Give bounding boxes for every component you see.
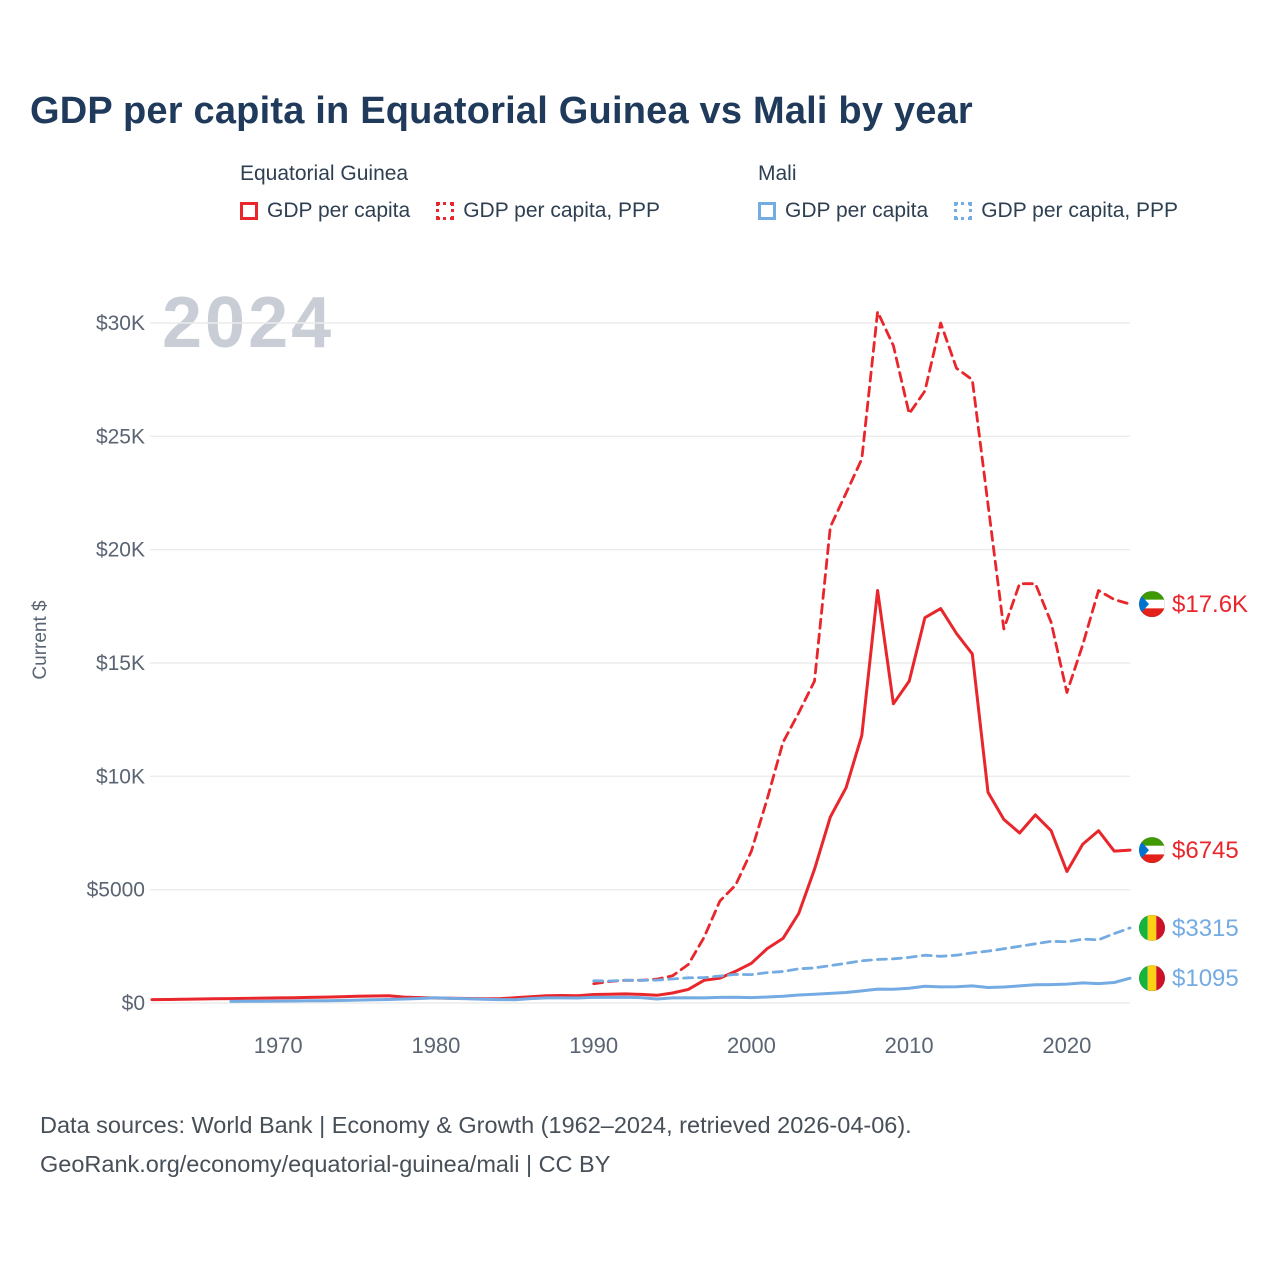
page-title: GDP per capita in Equatorial Guinea vs M… (30, 90, 973, 132)
y-tick-label: $20K (96, 539, 145, 562)
y-tick-label: $25K (96, 425, 145, 448)
end-value-label: $6745 (1172, 837, 1239, 864)
mali-flag-icon (1139, 914, 1165, 941)
y-tick-label: $10K (96, 765, 145, 788)
legend-items: GDP per capita GDP per capita, PPP (758, 199, 1178, 223)
x-tick-label: 2010 (885, 1033, 934, 1058)
legend-item-label: GDP per capita, PPP (463, 199, 661, 222)
series-line (592, 310, 1132, 986)
legend-items: GDP per capita GDP per capita, PPP (240, 199, 660, 223)
series-line (150, 589, 1132, 1002)
legend-item-eg-gdp-ppp[interactable]: GDP per capita, PPP (436, 199, 660, 223)
x-tick-label: 1980 (411, 1033, 460, 1058)
legend-item-label: GDP per capita (267, 199, 411, 222)
x-tick-label: 1970 (254, 1033, 303, 1058)
x-tick-label: 2000 (727, 1033, 776, 1058)
legend-item-label: GDP per capita, PPP (981, 199, 1179, 222)
legend-group-title: Mali (758, 162, 797, 185)
footer: Data sources: World Bank | Economy & Gro… (40, 1106, 912, 1184)
footer-data-sources: Data sources: World Bank | Economy & Gro… (40, 1112, 912, 1138)
legend-item-mali-gdp[interactable]: GDP per capita (758, 199, 928, 223)
legend-swatch-blue-solid-icon (758, 202, 776, 220)
y-axis-title: Current $ (30, 600, 51, 680)
y-tick-label: $30K (96, 312, 145, 335)
equatorial-guinea-flag-icon (1139, 591, 1165, 618)
series-line (592, 926, 1132, 983)
x-tick-label: 1990 (569, 1033, 618, 1058)
legend-swatch-red-solid-icon (240, 202, 258, 220)
series-line (229, 976, 1132, 1003)
x-tick-label: 2020 (1042, 1033, 1091, 1058)
y-tick-label: $15K (96, 652, 145, 675)
legend-item-eg-gdp[interactable]: GDP per capita (240, 199, 410, 223)
legend-swatch-red-dotted-icon (436, 202, 455, 220)
legend-group-title: Equatorial Guinea (240, 162, 409, 185)
mali-flag-icon (1139, 965, 1165, 992)
legend-group-equatorial-guinea: Equatorial Guinea GDP per capita GDP per… (240, 162, 660, 223)
legend-swatch-blue-dotted-icon (954, 202, 973, 220)
y-tick-label: $5000 (87, 879, 145, 902)
end-value-label: $17.6K (1172, 591, 1248, 618)
legend-group-mali: Mali GDP per capita GDP per capita, PPP (758, 162, 1178, 223)
legend-item-label: GDP per capita (785, 199, 929, 222)
y-tick-label: $0 (122, 992, 145, 1015)
end-value-label: $3315 (1172, 915, 1239, 942)
footer-attribution: GeoRank.org/economy/equatorial-guinea/ma… (40, 1151, 611, 1177)
end-value-label: $1095 (1172, 965, 1239, 992)
legend-item-mali-gdp-ppp[interactable]: GDP per capita, PPP (954, 199, 1178, 223)
equatorial-guinea-flag-icon (1139, 837, 1165, 864)
